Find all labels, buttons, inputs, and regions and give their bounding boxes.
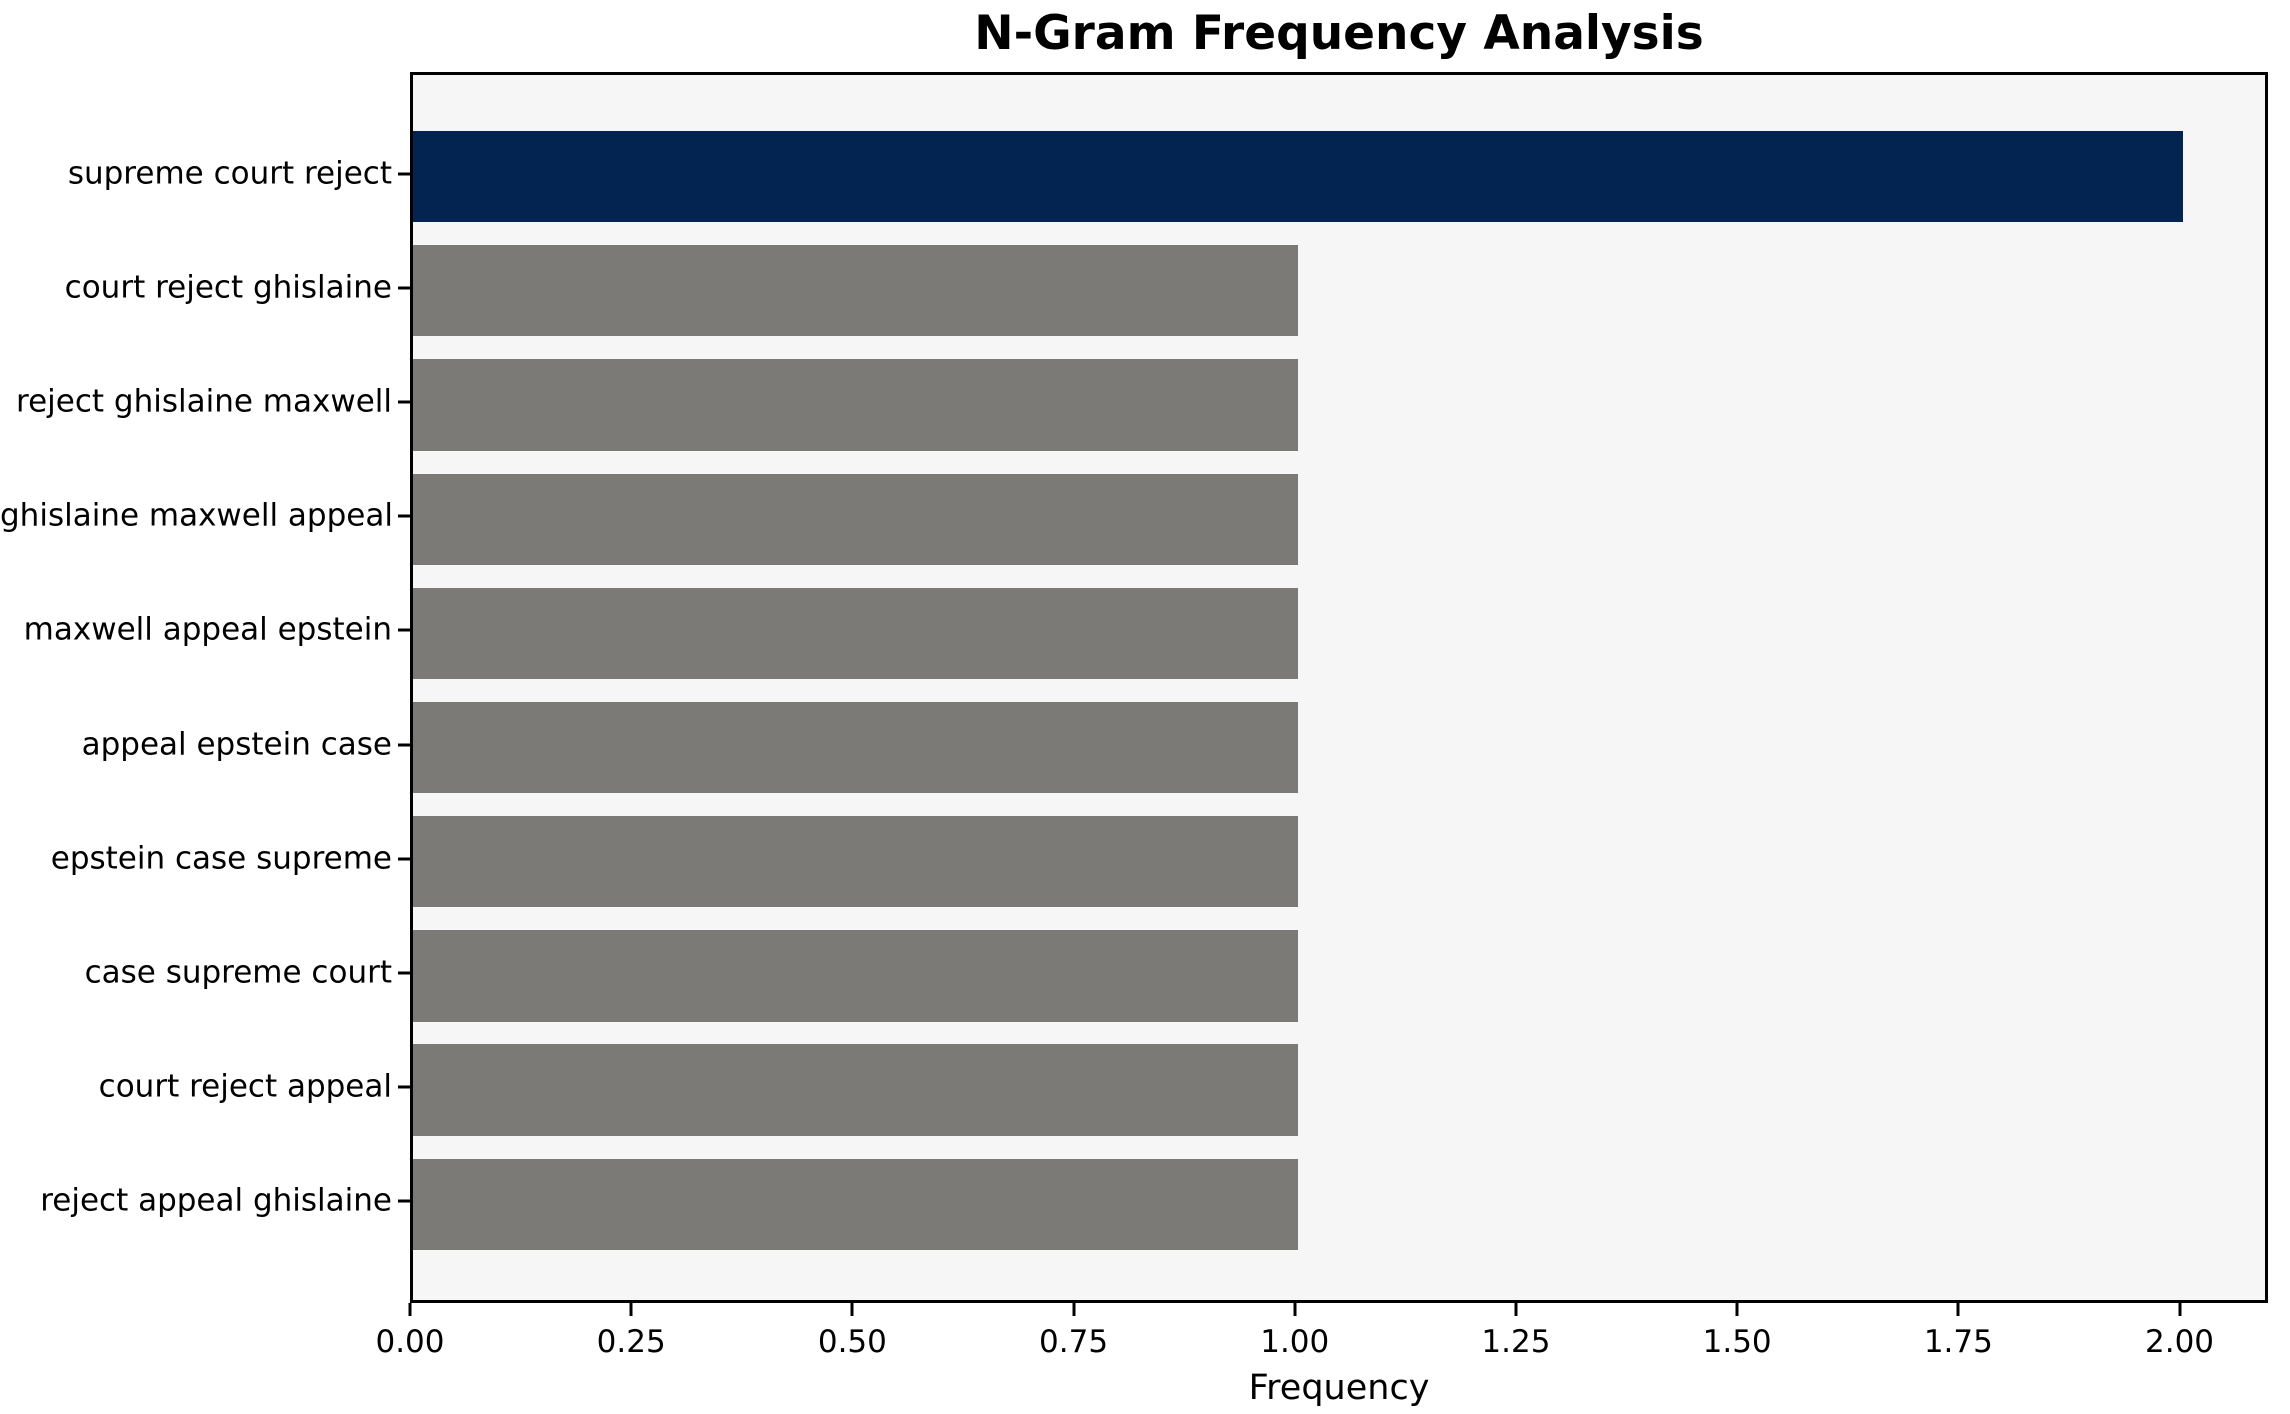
y-tick-mark xyxy=(398,628,410,632)
x-tick-label-1.25: 1.25 xyxy=(1481,1324,1551,1360)
y-tick-label-reject-ghislaine-maxwell: reject ghislaine maxwell xyxy=(16,383,392,420)
bar-case-supreme-court xyxy=(413,930,1298,1022)
bar-court-reject-appeal xyxy=(413,1044,1298,1136)
y-tick-mark xyxy=(398,286,410,290)
y-tick-mark xyxy=(398,971,410,975)
bar-epstein-case-supreme xyxy=(413,816,1298,908)
x-tick-mark xyxy=(408,1303,412,1316)
y-tick-mark xyxy=(398,1199,410,1203)
x-tick-label-0.50: 0.50 xyxy=(817,1324,887,1360)
y-tick-mark xyxy=(398,514,410,518)
y-tick-label-court-reject-appeal: court reject appeal xyxy=(98,1068,392,1105)
y-tick-mark xyxy=(398,857,410,861)
chart-title: N-Gram Frequency Analysis xyxy=(974,6,1704,61)
bar-court-reject-ghislaine xyxy=(413,245,1298,337)
y-tick-label-ghislaine-maxwell-appeal: ghislaine maxwell appeal xyxy=(0,497,393,534)
x-tick-mark xyxy=(1956,1303,1960,1316)
x-axis-label: Frequency xyxy=(1248,1368,1430,1408)
x-tick-label-0.75: 0.75 xyxy=(1039,1324,1109,1360)
y-tick-label-reject-appeal-ghislaine: reject appeal ghislaine xyxy=(40,1182,392,1219)
y-tick-mark xyxy=(398,172,410,176)
x-tick-mark xyxy=(1072,1303,1076,1316)
x-tick-label-0.25: 0.25 xyxy=(596,1324,666,1360)
y-tick-label-court-reject-ghislaine: court reject ghislaine xyxy=(64,269,392,306)
bar-maxwell-appeal-epstein xyxy=(413,587,1298,680)
x-tick-mark xyxy=(850,1303,854,1316)
x-tick-mark xyxy=(1514,1303,1518,1316)
y-tick-label-supreme-court-reject: supreme court reject xyxy=(67,154,392,191)
bar-reject-appeal-ghislaine xyxy=(413,1158,1298,1251)
y-tick-label-case-supreme-court: case supreme court xyxy=(84,954,392,991)
x-tick-label-1.00: 1.00 xyxy=(1260,1324,1330,1360)
x-tick-mark xyxy=(2178,1303,2182,1316)
x-tick-mark xyxy=(1293,1303,1297,1316)
plot-area xyxy=(410,72,2268,1303)
y-tick-label-maxwell-appeal-epstein: maxwell appeal epstein xyxy=(23,611,392,648)
x-tick-mark xyxy=(1735,1303,1739,1316)
x-tick-label-1.75: 1.75 xyxy=(1923,1324,1993,1360)
bar-supreme-court-reject xyxy=(413,130,2183,223)
bar-appeal-epstein-case xyxy=(413,701,1298,794)
bar-reject-ghislaine-maxwell xyxy=(413,359,1298,451)
y-tick-label-appeal-epstein-case: appeal epstein case xyxy=(81,725,392,762)
x-tick-label-2.00: 2.00 xyxy=(2145,1324,2215,1360)
y-tick-label-epstein-case-supreme: epstein case supreme xyxy=(50,840,392,877)
y-tick-mark xyxy=(398,1085,410,1089)
x-tick-mark xyxy=(629,1303,633,1316)
bar-ghislaine-maxwell-appeal xyxy=(413,473,1298,565)
y-tick-mark xyxy=(398,743,410,747)
y-tick-mark xyxy=(398,400,410,404)
x-tick-label-0.00: 0.00 xyxy=(375,1324,445,1360)
x-tick-label-1.50: 1.50 xyxy=(1702,1324,1772,1360)
